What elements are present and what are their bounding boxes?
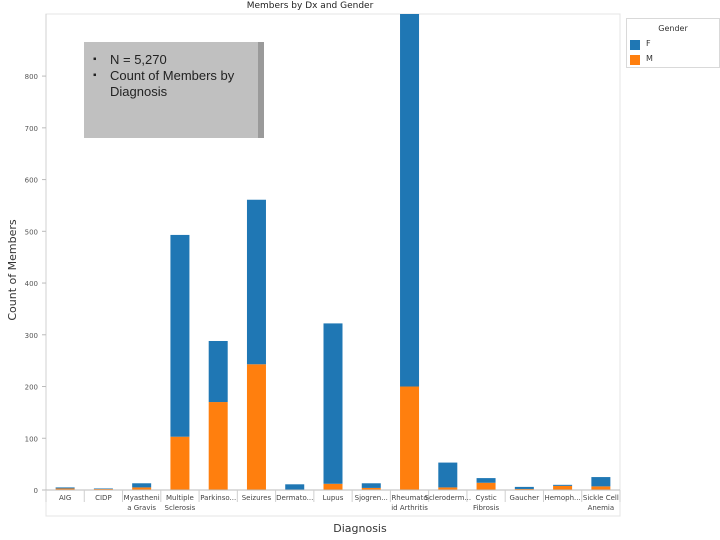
x-tick-label: Lupus — [323, 494, 344, 502]
bar-f-2[interactable] — [132, 483, 152, 488]
x-tick-label: Anemia — [588, 504, 615, 512]
legend-swatch-f — [630, 40, 640, 50]
bar-f-4[interactable] — [208, 340, 228, 403]
y-axis: 0 100 200 300 400 500 600 700 800 — [25, 14, 47, 495]
bar-f-12[interactable] — [514, 486, 534, 489]
bar-m-7[interactable] — [323, 483, 343, 490]
x-tick-label: Myastheni — [124, 494, 160, 502]
bar-f-8[interactable] — [361, 483, 381, 488]
y-tick-label: 0 — [34, 487, 38, 495]
annotation-box: N = 5,270 Count of Members by Diagnosis — [84, 42, 264, 138]
legend-label-m: M — [646, 54, 653, 63]
bar-m-11[interactable] — [476, 482, 496, 490]
bar-m-0[interactable] — [55, 488, 75, 490]
bar-f-1[interactable] — [93, 488, 113, 489]
y-axis-label: Count of Members — [6, 219, 19, 321]
annotation-line-n: N = 5,270 — [93, 52, 248, 68]
bar-m-5[interactable] — [246, 364, 266, 490]
bar-m-10[interactable] — [438, 487, 458, 490]
bar-m-13[interactable] — [553, 485, 573, 490]
x-tick-label: Hemoph... — [544, 494, 580, 502]
bar-m-14[interactable] — [591, 486, 611, 490]
x-tick-label: CIDP — [95, 494, 112, 502]
x-tick-label: Gaucher — [510, 494, 540, 502]
bar-f-9[interactable] — [400, 14, 420, 387]
bars — [55, 14, 611, 490]
bar-m-1[interactable] — [93, 488, 113, 490]
x-tick-label: Dermato... — [276, 494, 313, 502]
bar-f-6[interactable] — [285, 484, 305, 490]
bar-f-3[interactable] — [170, 234, 190, 437]
x-axis: AIG CIDP Myastheni a Gravis Multiple Sclerosi… — [45, 489, 621, 512]
bar-f-5[interactable] — [246, 199, 266, 365]
x-tick-label: Sickle Cell — [583, 494, 619, 502]
bar-f-7[interactable] — [323, 323, 343, 484]
x-tick-label: id Arthritis — [391, 504, 428, 512]
bar-m-8[interactable] — [361, 487, 381, 490]
y-tick-label: 200 — [25, 384, 38, 392]
x-tick-label: AIG — [59, 494, 71, 502]
legend-label-f: F — [646, 39, 651, 48]
y-tick-label: 600 — [25, 177, 38, 185]
x-tick-label: Parkinso... — [200, 494, 236, 502]
bar-m-3[interactable] — [170, 436, 190, 490]
x-tick-label: Multiple — [166, 494, 194, 502]
x-tick-label: Cystic — [475, 494, 496, 502]
x-axis-label: Diagnosis — [333, 522, 387, 535]
bar-f-0[interactable] — [55, 487, 75, 489]
x-tick-label: Fibrosis — [473, 504, 500, 512]
x-tick-label: a Gravis — [127, 504, 156, 512]
bar-f-13[interactable] — [553, 484, 573, 486]
y-tick-label: 100 — [25, 435, 38, 443]
bar-m-4[interactable] — [208, 402, 228, 490]
x-tick-label: Rheumato — [391, 494, 427, 502]
legend-title: Gender — [658, 24, 688, 33]
y-tick-label: 500 — [25, 228, 38, 236]
x-tick-label: Scleroderm... — [425, 494, 472, 502]
bar-m-9[interactable] — [400, 386, 420, 490]
annotation-line-description: Count of Members by Diagnosis — [93, 68, 248, 100]
chart-title: Members by Dx and Gender — [246, 1, 374, 11]
bar-f-10[interactable] — [438, 462, 458, 488]
bar-f-14[interactable] — [591, 477, 611, 487]
x-tick-label: Sjogren... — [355, 494, 388, 502]
bar-m-2[interactable] — [132, 487, 152, 490]
bar-f-11[interactable] — [476, 478, 496, 483]
y-tick-label: 300 — [25, 332, 38, 340]
y-tick-label: 700 — [25, 125, 38, 133]
x-tick-label: Sclerosis — [165, 504, 196, 512]
legend-swatch-m — [630, 55, 640, 65]
y-tick-label: 800 — [25, 73, 38, 81]
y-tick-label: 400 — [25, 280, 38, 288]
legend[interactable]: Gender F M — [626, 18, 720, 68]
bar-m-12[interactable] — [514, 488, 534, 490]
x-tick-label: Seizures — [242, 494, 272, 502]
